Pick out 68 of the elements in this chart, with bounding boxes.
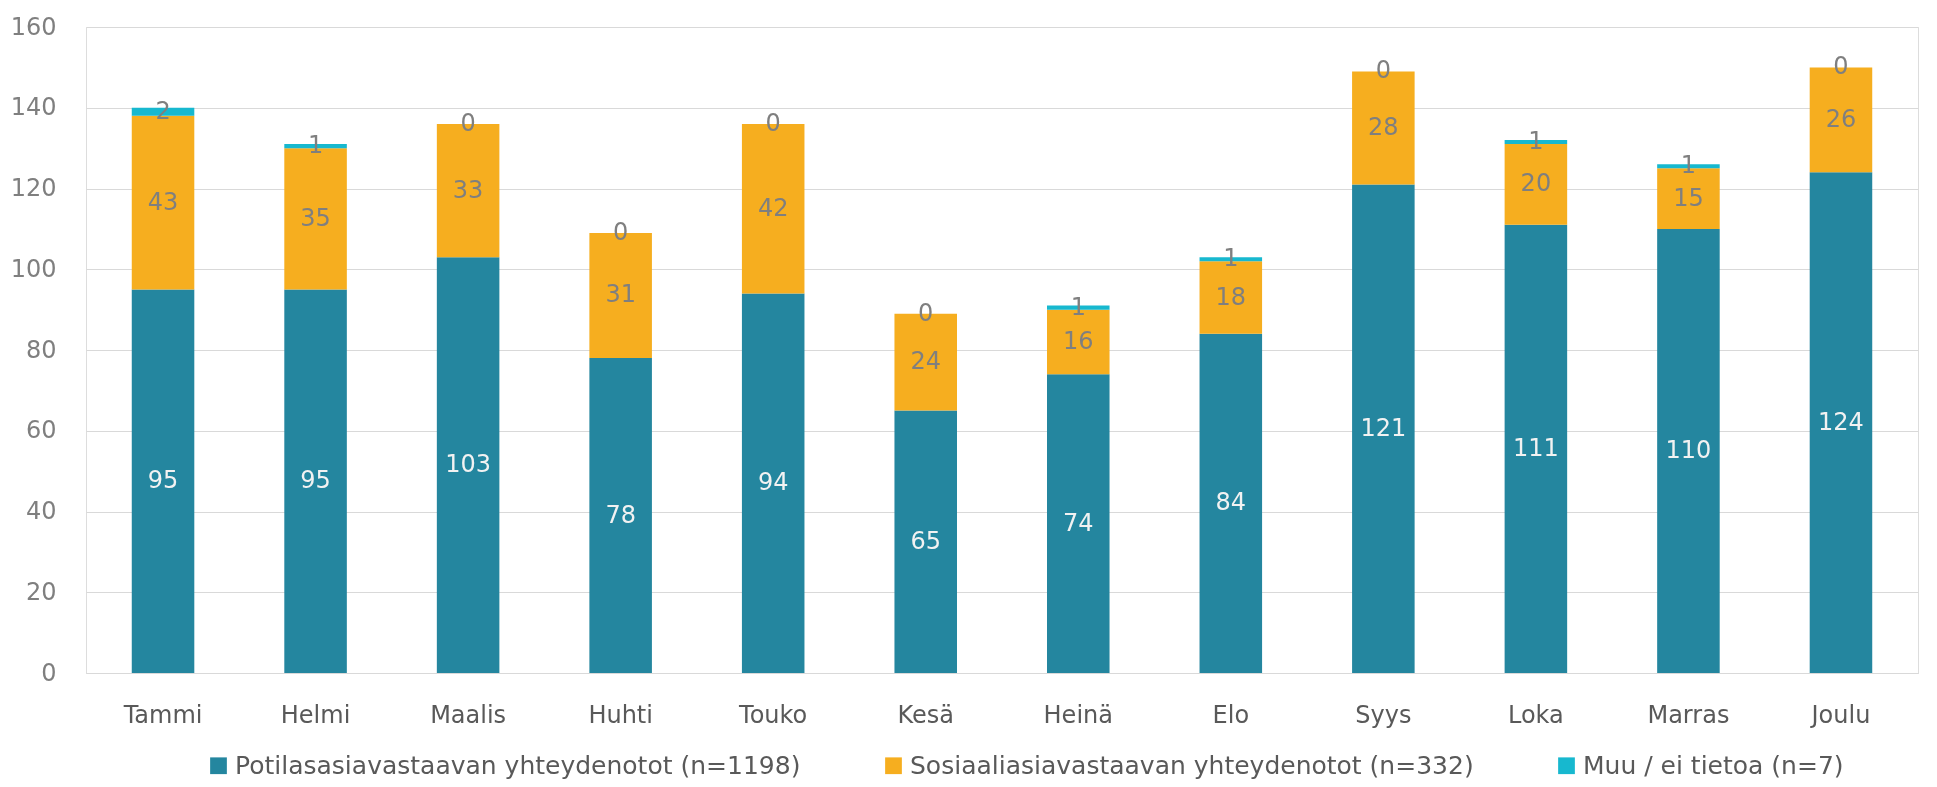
- data-label: 26: [1825, 104, 1857, 133]
- x-tick-label: Syys: [1355, 700, 1412, 729]
- legend-label: Sosiaaliasiavastaavan yhteydenotot (n=332): [910, 750, 1474, 780]
- data-label: 84: [1215, 488, 1247, 517]
- data-label: 16: [1063, 326, 1094, 355]
- x-tick-label: Joulu: [1809, 700, 1871, 729]
- bar: [284, 289, 347, 673]
- bar: [1504, 224, 1568, 673]
- data-label: 65: [910, 526, 941, 555]
- bar: [894, 410, 957, 673]
- data-label: 35: [300, 203, 331, 232]
- x-tick-label: Huhti: [588, 700, 653, 729]
- x-tick-label: Elo: [1212, 700, 1250, 729]
- y-tick-label: 160: [10, 12, 57, 41]
- data-label: 103: [445, 450, 492, 479]
- data-label: 110: [1665, 435, 1712, 464]
- x-tick-label: Loka: [1507, 700, 1564, 729]
- data-label: 42: [757, 193, 789, 222]
- data-label: 0: [765, 108, 781, 137]
- bar: [1199, 333, 1263, 673]
- data-label: 33: [452, 175, 484, 204]
- data-label: 111: [1512, 433, 1559, 462]
- data-label: 15: [1673, 183, 1704, 212]
- data-label: 1: [1528, 127, 1544, 156]
- y-tick-label: 100: [10, 254, 57, 283]
- x-tick-label: Touko: [738, 700, 808, 729]
- data-label: 124: [1818, 407, 1864, 436]
- data-label: 18: [1215, 282, 1247, 311]
- data-label: 95: [300, 466, 331, 495]
- data-label: 28: [1368, 112, 1399, 141]
- data-label: 0: [613, 217, 629, 246]
- y-tick-label: 20: [25, 577, 57, 606]
- data-label: 1: [1680, 151, 1697, 180]
- data-label: 95: [147, 466, 179, 495]
- data-label: 1: [1223, 244, 1239, 273]
- y-tick-label: 60: [25, 416, 57, 445]
- x-tick-label: Maalis: [430, 700, 507, 729]
- y-tick-label: 0: [41, 658, 57, 687]
- data-label: 74: [1063, 508, 1094, 537]
- y-tick-label: 80: [25, 335, 57, 364]
- data-label: 1: [1070, 292, 1086, 321]
- bar: [436, 257, 500, 673]
- bar: [741, 293, 805, 673]
- data-label: 1: [307, 131, 324, 160]
- bar: [1809, 172, 1873, 673]
- x-tick-label: Marras: [1647, 700, 1730, 729]
- data-label: 121: [1360, 413, 1407, 442]
- data-label: 78: [605, 500, 636, 529]
- data-label: 31: [605, 280, 636, 309]
- legend-label: Muu / ei tietoa (n=7): [1583, 750, 1844, 780]
- data-label: 24: [910, 347, 941, 376]
- x-tick-label: Heinä: [1043, 700, 1113, 729]
- x-tick-label: Kesä: [897, 700, 954, 729]
- data-label: 20: [1520, 169, 1552, 198]
- x-tick-label: Tammi: [122, 700, 203, 729]
- bar: [1352, 184, 1415, 673]
- bar: [131, 289, 195, 673]
- bar: [589, 358, 652, 673]
- y-tick-label: 40: [25, 497, 57, 525]
- data-label: 0: [460, 108, 476, 137]
- y-tick-label: 140: [10, 93, 57, 122]
- bar: [1657, 228, 1720, 673]
- legend-label: Potilasasiavastaavan yhteydenotot (n=1198): [235, 750, 801, 780]
- bar: [1047, 374, 1110, 673]
- data-label: 94: [757, 468, 789, 497]
- data-label: 43: [147, 187, 179, 216]
- x-tick-label: Helmi: [280, 700, 351, 729]
- y-tick-label: 120: [10, 174, 57, 202]
